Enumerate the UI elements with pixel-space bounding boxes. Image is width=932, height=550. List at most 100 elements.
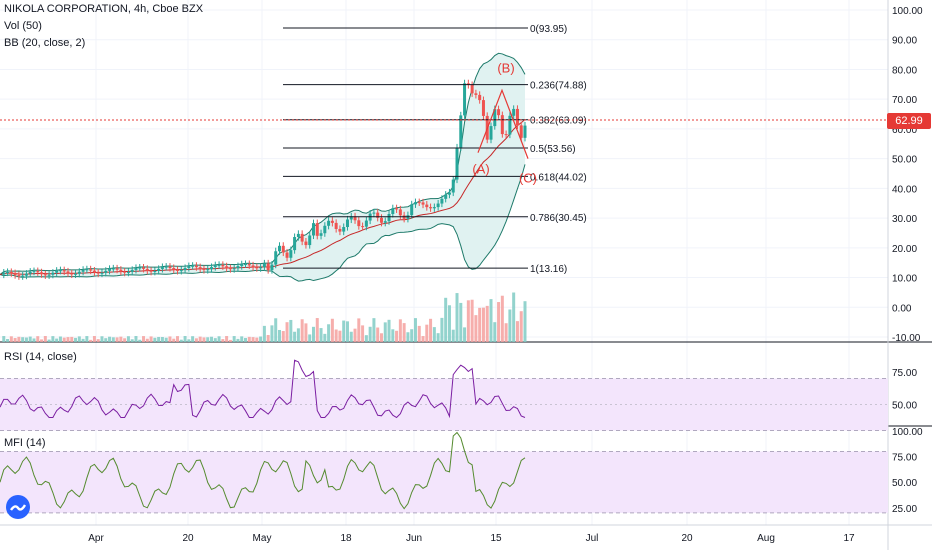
candle-body <box>523 125 527 138</box>
fib-level-label: 0.786(30.45) <box>530 213 587 224</box>
bollinger-bands <box>0 52 526 282</box>
candle-body <box>119 269 123 272</box>
volume-bar <box>455 293 459 342</box>
candle-body <box>296 233 300 238</box>
volume-bar <box>285 322 289 342</box>
volume-bar <box>417 325 421 342</box>
rsi-series <box>0 359 526 419</box>
volume-bar <box>221 339 225 342</box>
chart-title: NIKOLA CORPORATION, 4h, Cboe BZX <box>4 3 204 15</box>
volume-bar <box>300 319 304 342</box>
volume-bar <box>111 337 115 342</box>
volume-bar <box>36 336 40 342</box>
candle-body <box>232 268 236 270</box>
candle-body <box>376 212 380 218</box>
candle-body <box>160 267 164 269</box>
mfi-series <box>0 431 526 510</box>
fib-retracement[interactable]: 0(93.95) 0.236(74.88) 0.382(63.09) 0.5(53.5… <box>283 24 587 275</box>
volume-bar <box>512 292 516 342</box>
volume-bar <box>497 302 501 342</box>
volume-bar <box>21 337 25 342</box>
candle-body <box>157 268 161 272</box>
fib-level-label: 0.382(63.09) <box>530 116 587 127</box>
candle-body <box>281 245 285 253</box>
mfi-tick-label: 100.00 <box>892 427 923 438</box>
candle-body <box>100 272 104 274</box>
candle-body <box>304 241 308 246</box>
candle-body <box>247 264 251 266</box>
candle-body <box>493 109 497 127</box>
candle-body <box>474 93 478 95</box>
volume-bar <box>74 337 78 342</box>
candle-body <box>40 272 44 275</box>
volume-bar <box>17 336 21 342</box>
volume-bar <box>172 338 176 342</box>
volume-bar <box>515 321 519 342</box>
candle-body <box>32 271 36 273</box>
candle-body <box>508 115 512 135</box>
bb-fill <box>0 53 525 282</box>
candle-body <box>466 83 470 86</box>
volume-bar <box>206 337 210 342</box>
wave-label: (C) <box>519 170 537 185</box>
candle-body <box>13 273 17 276</box>
candle-body <box>96 272 100 274</box>
volume-bar <box>463 327 467 342</box>
volume-bar <box>440 317 444 342</box>
tradingview-logo[interactable] <box>6 495 30 519</box>
volume-bar <box>281 331 285 342</box>
candle-body <box>210 267 214 270</box>
volume-bar <box>244 337 248 342</box>
time-tick-label: Apr <box>88 533 104 544</box>
candle-body <box>225 266 229 269</box>
candle-body <box>2 272 6 275</box>
volume-bar <box>262 325 266 342</box>
oscillator-bands <box>0 378 888 514</box>
volume-bar <box>406 332 410 342</box>
candle-body <box>221 264 225 267</box>
volume-bar <box>43 336 47 342</box>
candle-body <box>274 251 278 265</box>
candle-body <box>315 223 319 236</box>
time-tick-label: 20 <box>182 533 194 544</box>
candle-body <box>387 213 391 222</box>
price-tick-label: 60.00 <box>892 125 917 136</box>
volume-bar <box>353 328 357 342</box>
volume-bar <box>96 339 100 342</box>
volume-bar <box>100 336 104 342</box>
candle-body <box>504 134 508 136</box>
volume-bar <box>372 318 376 342</box>
fib-level-label: 0.236(74.88) <box>530 81 587 92</box>
volume-bar <box>361 325 365 342</box>
volume-bar <box>104 338 108 342</box>
volume-bar <box>58 336 62 342</box>
price-tick-label: 70.00 <box>892 95 917 106</box>
candle-body <box>126 271 130 273</box>
logo-icon <box>10 504 27 511</box>
volume-bar <box>315 318 319 342</box>
candle-body <box>478 94 482 101</box>
candle-body <box>342 227 346 232</box>
volume-bar <box>379 333 383 342</box>
volume-bar <box>236 338 240 342</box>
candle-body <box>379 217 383 223</box>
candle-body <box>497 109 501 116</box>
candle-body <box>123 271 127 273</box>
volume-bar <box>421 336 425 342</box>
candle-body <box>85 269 89 271</box>
candle-body <box>364 220 368 227</box>
candle-body <box>138 267 142 269</box>
bb-upper <box>0 52 526 275</box>
volume-bar <box>232 336 236 342</box>
volume-bar <box>323 333 327 342</box>
volume-bar <box>357 318 361 342</box>
price-tick-label: 90.00 <box>892 36 917 47</box>
candle-body <box>259 267 263 269</box>
candle-body <box>187 266 191 269</box>
volume-bar <box>194 338 198 342</box>
volume-bar <box>330 318 334 342</box>
volume-bar <box>9 336 13 342</box>
bb-lower <box>0 164 526 282</box>
candle-body <box>164 266 168 268</box>
